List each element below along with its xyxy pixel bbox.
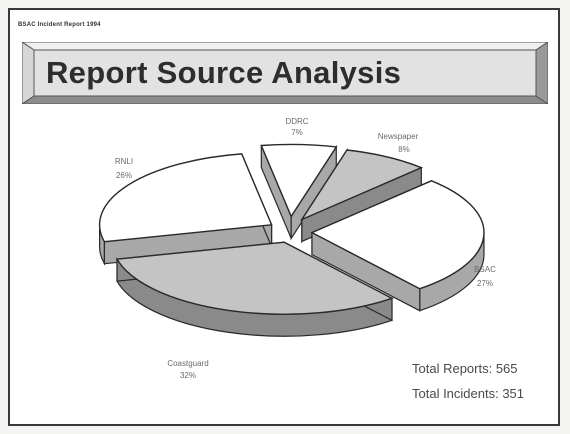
title-banner: [22, 42, 548, 104]
pie-slice-ddrc: [260, 143, 338, 241]
pie-slice-coastguard: [115, 241, 394, 337]
slice-label-bsac: BSAC: [474, 265, 496, 274]
slice-percent-newspaper: 8%: [398, 145, 410, 154]
page-title: Report Source Analysis: [46, 55, 402, 90]
pie-slice-bsac: [310, 179, 485, 312]
pie-slice-newspaper: [300, 147, 424, 244]
pie-slices: [98, 143, 485, 337]
slice-percent-coastguard: 32%: [180, 371, 196, 380]
report-header-label: BSAC Incident Report 1994: [18, 22, 101, 28]
slice-label-coastguard: Coastguard: [167, 359, 208, 368]
total-incidents: Total Incidents: 351: [412, 386, 525, 401]
total-reports: Total Reports: 565: [412, 361, 518, 376]
slice-label-newspaper: Newspaper: [378, 132, 419, 141]
slice-percent-bsac: 27%: [477, 279, 493, 288]
slice-percent-ddrc: 7%: [291, 128, 303, 137]
pie-labels: DDRC 7% Newspaper 8% BSAC 27% Coastguard 32% RNL…: [115, 117, 496, 380]
slice-label-rnli: RNLI: [115, 157, 133, 166]
slice-percent-rnli: 26%: [116, 171, 132, 180]
slice-label-ddrc: DDRC: [285, 117, 308, 126]
pie-slice-rnli: [98, 153, 273, 266]
